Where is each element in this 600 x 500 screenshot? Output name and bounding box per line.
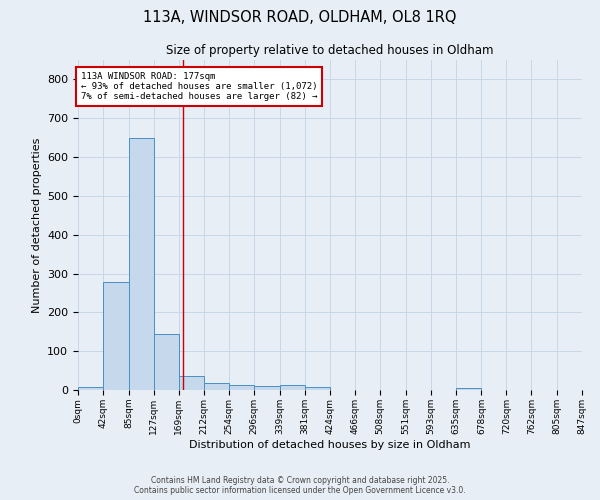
Bar [103, 282, 128, 390]
Bar [280, 386, 305, 390]
Title: Size of property relative to detached houses in Oldham: Size of property relative to detached ho… [166, 44, 494, 58]
Text: 113A WINDSOR ROAD: 177sqm
← 93% of detached houses are smaller (1,072)
7% of sem: 113A WINDSOR ROAD: 177sqm ← 93% of detac… [81, 72, 317, 102]
Text: Contains HM Land Registry data © Crown copyright and database right 2025.
Contai: Contains HM Land Registry data © Crown c… [134, 476, 466, 495]
Bar [305, 386, 330, 390]
Bar [78, 387, 103, 390]
Bar [128, 138, 154, 390]
Bar [229, 386, 254, 390]
X-axis label: Distribution of detached houses by size in Oldham: Distribution of detached houses by size … [189, 440, 471, 450]
Bar [456, 388, 481, 390]
Bar [179, 376, 204, 390]
Y-axis label: Number of detached properties: Number of detached properties [32, 138, 41, 312]
Text: 113A, WINDSOR ROAD, OLDHAM, OL8 1RQ: 113A, WINDSOR ROAD, OLDHAM, OL8 1RQ [143, 10, 457, 25]
Bar [204, 384, 229, 390]
Bar [254, 386, 280, 390]
Bar [154, 334, 179, 390]
